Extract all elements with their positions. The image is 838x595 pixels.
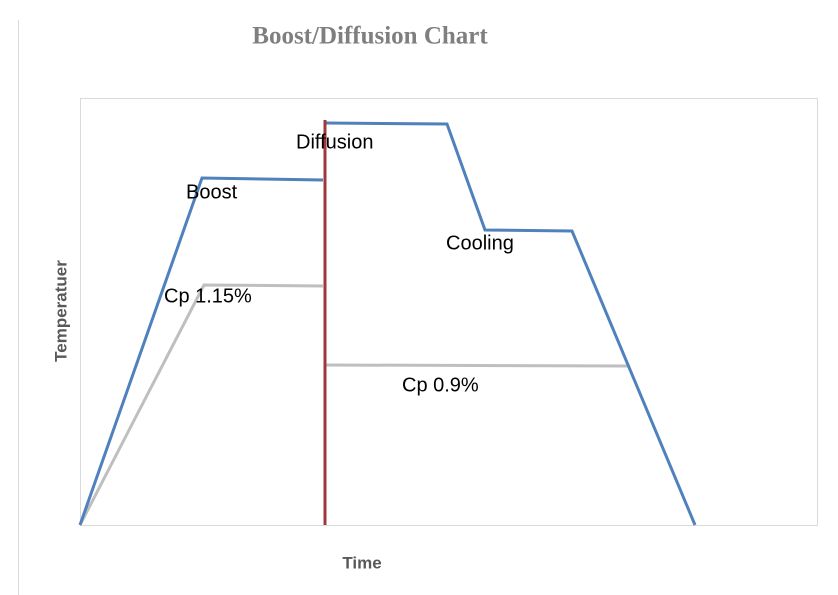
x-axis-label: Time (342, 553, 381, 572)
plot-area (80, 98, 818, 526)
cp-boost-line (78, 283, 324, 526)
boost-temperature-line (78, 176, 324, 526)
cooling-label: Cooling (446, 232, 514, 254)
cp-boost-label: Cp 1.15% (164, 285, 252, 307)
diffusion-temperature-line (324, 121, 697, 526)
cp-diffusion-label: Cp 0.9% (402, 374, 479, 396)
y-axis-label: Temperatuer (51, 260, 70, 362)
boost-label: Boost (186, 181, 238, 203)
diffusion-label: Diffusion (296, 131, 373, 153)
cp-diffusion-line (324, 363, 629, 368)
chart-title: Boost/Diffusion Chart (252, 23, 488, 50)
